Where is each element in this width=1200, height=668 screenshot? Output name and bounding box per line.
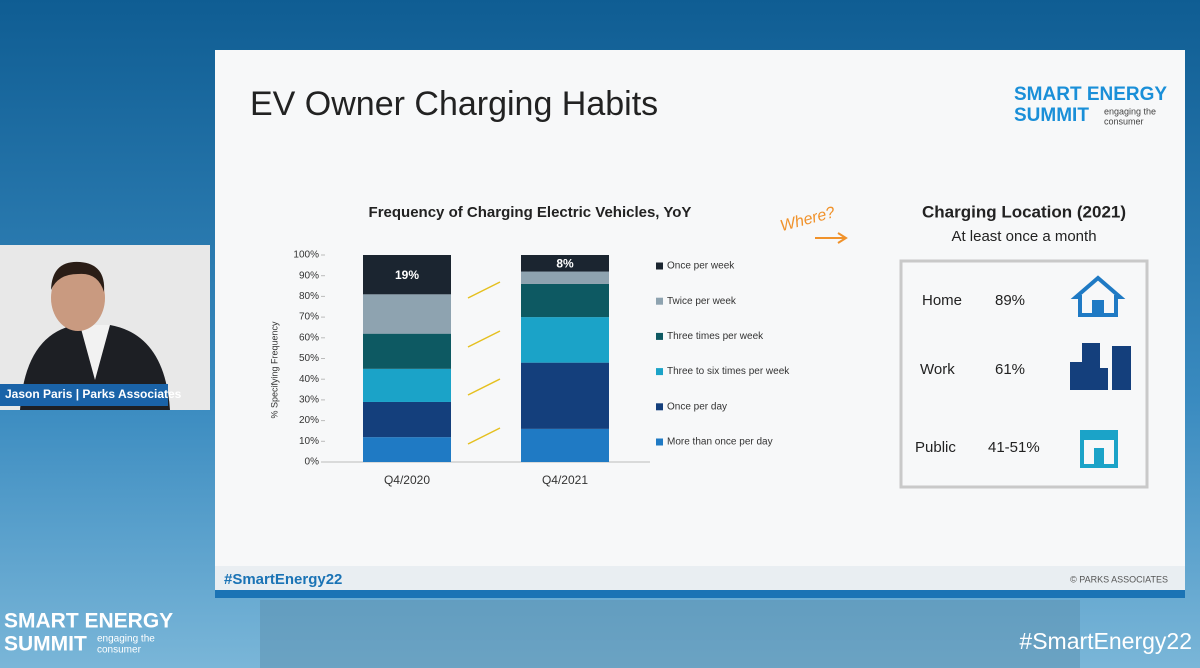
speaker-caption-bg [0,384,168,406]
y-tick-label: 70% [299,312,319,323]
y-tick-label: 10% [299,436,319,447]
y-tick-label: 80% [299,291,319,302]
location-value: 61% [995,361,1025,378]
speaker-shirt [80,325,110,380]
legend-swatch [656,368,663,376]
logo: SUMMIT [1014,105,1089,126]
bar-segment [521,255,609,272]
footer-hashtag: #SmartEnergy22 [1019,628,1192,654]
annotation-arrow [815,232,848,244]
bar-segment [363,368,451,402]
legend-swatch [656,297,663,305]
slide [215,50,1185,598]
speaker-hair [51,261,105,292]
legend-swatch [656,438,663,446]
logo-tag: engaging the [1104,106,1156,116]
location-value: 41-51% [988,439,1040,456]
legend-label: Three times per week [667,331,764,342]
legend-swatch [656,262,663,270]
legend-label: Three to six times per week [667,366,790,377]
bar-segment [363,437,451,462]
y-tick-label: 60% [299,332,319,343]
bar-segment [363,294,451,334]
public-icon [1080,430,1118,468]
hashtag: #SmartEnergy22 [224,571,342,588]
data-label: 8% [556,256,574,270]
slide-footer-band [215,590,1185,598]
y-axis-label: % Specifying Frequency [269,321,279,419]
footer-tag: engaging the [97,634,155,645]
speaker-head [51,265,105,331]
logo-tag: consumer [1104,116,1144,126]
y-tick-label: 100% [293,250,319,261]
data-label: 19% [395,268,419,282]
bar-segment [363,401,451,438]
y-tick-label: 0% [305,457,320,468]
work-icon [1070,343,1131,390]
stage [260,600,1080,668]
slide-title: EV Owner Charging Habits [250,85,658,123]
copyright: © PARKS ASSOCIATES [1070,574,1168,584]
bar-segment [521,317,609,363]
bar-segment [521,428,609,462]
y-tick-label: 20% [299,415,319,426]
location-label: Work [920,361,955,378]
legend-label: More than once per day [667,437,773,448]
legend-label: Once per week [667,261,735,272]
y-tick-label: 30% [299,395,319,406]
panel-subtitle: At least once a month [951,228,1096,245]
bar-segment [521,362,609,429]
chart: Frequency of Charging Electric Vehicles,… [269,204,790,487]
bar-segment [363,255,451,295]
trend-arrows [467,281,501,445]
chart-title: Frequency of Charging Electric Vehicles,… [369,204,692,221]
speaker-caption: Jason Paris | Parks Associates [5,387,182,401]
legend-swatch [656,332,663,340]
location-label: Public [915,439,956,456]
bar-segment [521,283,609,318]
y-tick-label: 50% [299,353,319,364]
location-value: 89% [995,292,1025,309]
location-label: Home [922,292,962,309]
panel [899,259,1149,489]
legend-label: Twice per week [667,296,737,307]
legend-label: Once per day [667,401,727,412]
footer-tag: consumer [97,645,142,656]
footer-logo: SMART ENERGY [4,610,173,633]
logo: SMART ENERGY [1014,84,1167,105]
footer-logo: SUMMIT [4,633,87,656]
panel-title: Charging Location (2021) [922,202,1126,221]
x-tick-label: Q4/2020 [384,473,430,487]
x-tick-label: Q4/2021 [542,473,588,487]
bar-segment [521,271,609,284]
legend-swatch [656,403,663,411]
y-tick-label: 90% [299,270,319,281]
home-icon [1070,275,1126,317]
y-tick-label: 40% [299,374,319,385]
bar-segment [363,333,451,369]
